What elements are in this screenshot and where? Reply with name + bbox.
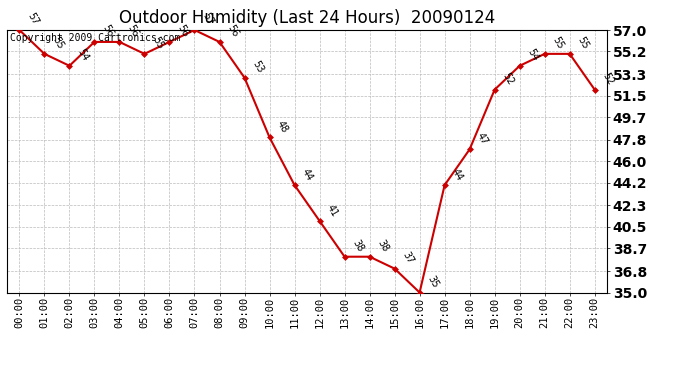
- Text: 41: 41: [325, 202, 340, 218]
- Text: 54: 54: [75, 47, 90, 63]
- Text: 56: 56: [225, 23, 240, 39]
- Text: 56: 56: [100, 23, 115, 39]
- Text: 53: 53: [250, 59, 265, 75]
- Title: Outdoor Humidity (Last 24 Hours)  20090124: Outdoor Humidity (Last 24 Hours) 2009012…: [119, 9, 495, 27]
- Text: 55: 55: [150, 35, 165, 51]
- Text: 57: 57: [200, 11, 215, 27]
- Text: 56: 56: [175, 23, 190, 39]
- Text: 44: 44: [450, 167, 465, 182]
- Text: 57: 57: [25, 11, 40, 27]
- Text: 55: 55: [575, 35, 590, 51]
- Text: 54: 54: [525, 47, 540, 63]
- Text: 48: 48: [275, 119, 290, 135]
- Text: 55: 55: [550, 35, 565, 51]
- Text: 44: 44: [300, 167, 315, 182]
- Text: 38: 38: [350, 238, 365, 254]
- Text: 38: 38: [375, 238, 390, 254]
- Text: 52: 52: [500, 71, 515, 87]
- Text: 37: 37: [400, 250, 415, 266]
- Text: Copyright 2009 Cartronics.com: Copyright 2009 Cartronics.com: [10, 33, 180, 43]
- Text: 47: 47: [475, 131, 490, 147]
- Text: 56: 56: [125, 23, 140, 39]
- Text: 35: 35: [425, 274, 440, 290]
- Text: 55: 55: [50, 35, 65, 51]
- Text: 52: 52: [600, 71, 615, 87]
